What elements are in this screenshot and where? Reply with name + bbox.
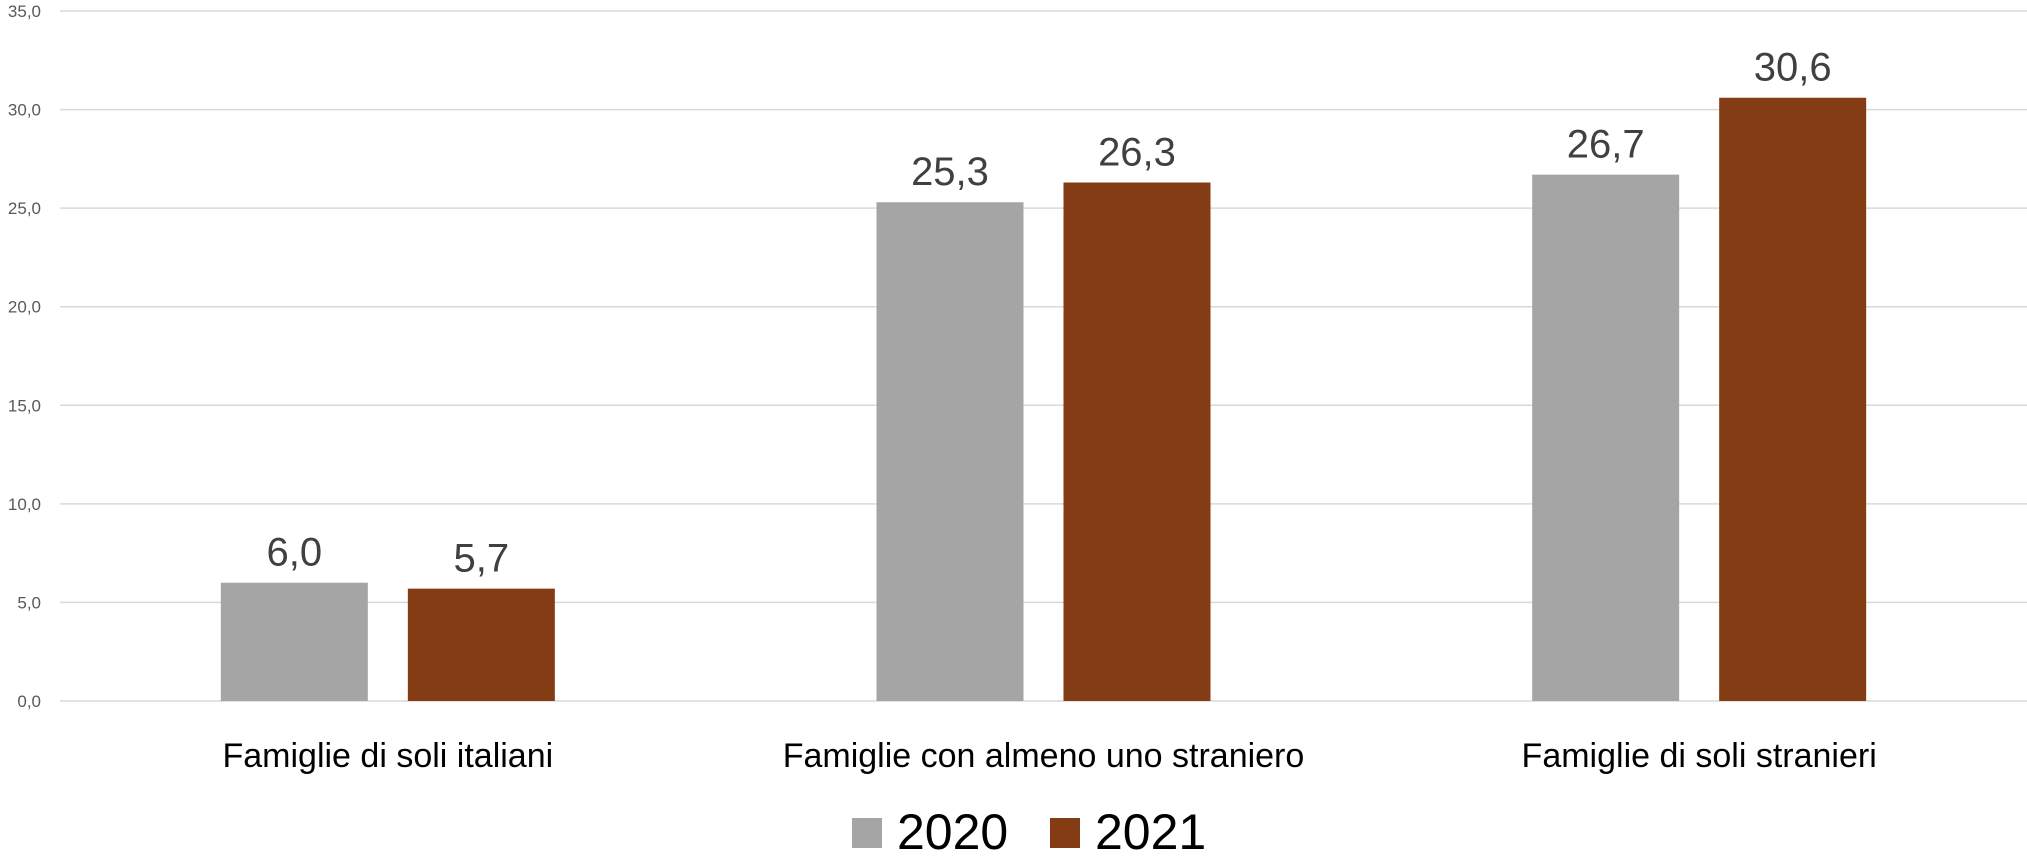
data-label: 30,6 xyxy=(1754,46,1832,90)
bar-2020 xyxy=(1532,174,1680,702)
bar-2021 xyxy=(1719,97,1867,701)
bar-2021 xyxy=(1063,182,1211,701)
data-label: 5,7 xyxy=(454,537,510,581)
x-category-label: Famiglie di soli italiani xyxy=(222,737,553,775)
y-tick-label: 35,0 xyxy=(8,2,41,21)
y-axis: 0,0 5,0 10,0 15,0 20,0 25,0 30,0 35,0 xyxy=(8,2,41,711)
x-category-label: Famiglie di soli stranieri xyxy=(1522,737,1877,775)
bar-2021 xyxy=(407,588,555,701)
legend-label: 2020 xyxy=(897,804,1008,859)
bar-2020 xyxy=(220,582,368,701)
data-label: 26,7 xyxy=(1567,123,1645,167)
y-tick-label: 10,0 xyxy=(8,495,41,514)
y-tick-label: 15,0 xyxy=(8,396,41,415)
data-label: 26,3 xyxy=(1098,131,1176,175)
legend-label: 2021 xyxy=(1095,804,1206,859)
bars xyxy=(220,97,1867,702)
gridlines xyxy=(60,10,2027,702)
data-label: 6,0 xyxy=(267,531,323,575)
y-tick-label: 0,0 xyxy=(17,692,41,711)
legend: 2020 2021 xyxy=(852,804,1206,859)
bar-2020 xyxy=(876,202,1024,701)
legend-swatch xyxy=(852,818,882,848)
x-category-label: Famiglie con almeno uno straniero xyxy=(783,737,1305,775)
y-tick-label: 5,0 xyxy=(17,593,41,612)
data-label: 25,3 xyxy=(911,150,989,194)
y-tick-label: 20,0 xyxy=(8,298,41,317)
x-axis: Famiglie di soli italiani Famiglie con al… xyxy=(222,737,1876,775)
data-labels: 6,0 5,7 25,3 26,3 26,7 30,6 xyxy=(267,46,1832,581)
y-tick-label: 25,0 xyxy=(8,199,41,218)
legend-swatch xyxy=(1050,818,1080,848)
y-tick-label: 30,0 xyxy=(8,101,41,120)
